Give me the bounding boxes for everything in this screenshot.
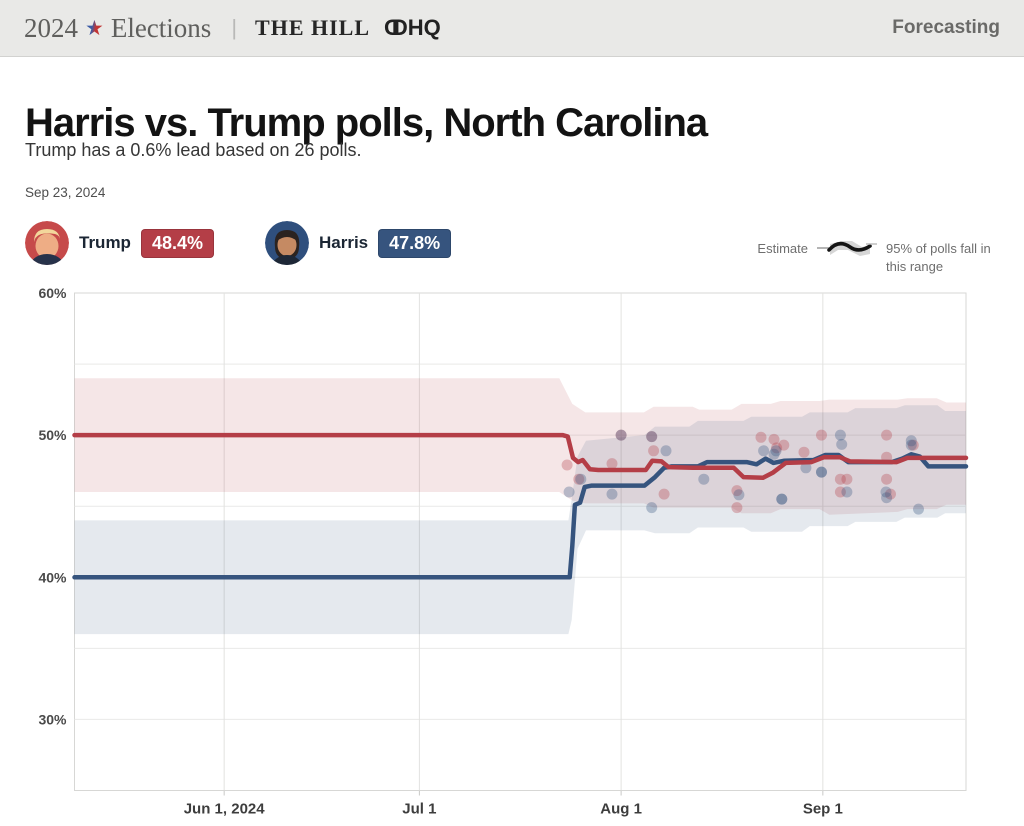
harris-poll-dot [660, 445, 672, 457]
ddhq-d: D [391, 15, 408, 40]
harris-poll-dot [881, 492, 893, 504]
harris-poll-dot [563, 486, 575, 498]
estimate-label: Estimate [757, 241, 808, 256]
candidate-name: Trump [79, 233, 131, 252]
trump-poll-dot [658, 488, 670, 500]
x-tick-label: Jun 1, 2024 [184, 801, 266, 818]
x-tick-label: Jul 1 [402, 801, 436, 818]
harris-value-badge: 47.8% [378, 228, 452, 258]
trump-poll-dot [606, 458, 618, 470]
trump-poll-dot [755, 431, 767, 443]
trump-band [74, 378, 966, 515]
ddhq-hq: HQ [407, 15, 441, 40]
trump-avatar [25, 221, 69, 265]
trump-poll-dot [561, 459, 573, 471]
harris-poll-dot [646, 502, 658, 514]
trump-poll-dot [648, 445, 660, 457]
trump-poll-dot [834, 473, 846, 485]
brand-divider: | [231, 15, 238, 40]
harris-poll-dot [768, 448, 780, 460]
y-tick-label: 50% [38, 427, 67, 443]
harris-poll-dot [913, 503, 924, 515]
trump-poll-dot [841, 473, 853, 485]
trump-poll-dot [573, 473, 585, 485]
brand-year: 2024 [24, 12, 78, 43]
estimate-line-icon [816, 238, 878, 265]
trump-poll-dot [798, 446, 810, 458]
harris-poll-dot [758, 445, 770, 457]
harris-poll-dot [880, 486, 892, 498]
trump-poll-dot [646, 431, 658, 443]
trump-poll-dot [778, 439, 790, 451]
poll-dots[interactable] [561, 429, 924, 515]
top-nav: 2024 ★ Elections | THE HILL D D HQ Forec… [0, 0, 1024, 57]
trump-poll-dot [907, 439, 919, 451]
page-title: Harris vs. Trump polls, North Carolina [25, 100, 708, 145]
harris-poll-dot [836, 438, 848, 450]
trump-line [72, 432, 969, 481]
y-tick-label: 60% [38, 285, 67, 301]
poll-chart[interactable]: 60% 50% 40% 30% Jun 1, 2024 Jul 1 Aug 1 Sep 1 [0, 281, 1024, 826]
harris-poll-dot [905, 435, 917, 447]
trump-poll-dot [885, 488, 896, 500]
harris-poll-dot [606, 488, 618, 500]
trump-poll-dot [768, 433, 780, 445]
harris-poll-dot [816, 466, 827, 478]
ddhq-d-mirrored: D [384, 15, 400, 40]
x-tick-label: Sep 1 [803, 801, 843, 818]
harris-poll-dot [733, 489, 745, 501]
trump-poll-dot [731, 502, 743, 514]
range-label: 95% of polls fall in this range [886, 241, 991, 274]
harris-poll-dot [615, 429, 627, 441]
candidate-name: Harris [319, 233, 369, 252]
legend-candidate-harris: Harris 47.8% [265, 221, 452, 265]
trump-poll-dot [731, 485, 743, 497]
trump-poll-dot [771, 442, 783, 454]
harris-poll-dot [800, 462, 812, 474]
nav-forecasting-link[interactable]: Forecasting [892, 17, 1000, 38]
legend-candidate-trump: Trump 48.4% [25, 221, 214, 265]
poll-chart-container: 60% 50% 40% 30% Jun 1, 2024 Jul 1 Aug 1 Sep 1 [0, 281, 1024, 826]
ddhq-logo[interactable]: D D HQ [384, 15, 441, 41]
plot-area [74, 292, 967, 791]
harris-poll-dot [776, 493, 788, 505]
harris-poll-dot [816, 466, 827, 478]
harris-poll-dot [575, 473, 587, 485]
brand-2024-elections[interactable]: 2024 ★ Elections [24, 13, 211, 44]
harris-poll-dot [841, 486, 853, 498]
y-tick-label: 30% [38, 711, 67, 727]
x-tick-label: Aug 1 [600, 801, 642, 818]
trump-poll-dot [881, 473, 893, 485]
harris-poll-dot [776, 493, 788, 505]
the-hill-logo[interactable]: THE HILL [255, 15, 371, 40]
trump-poll-dot [615, 429, 627, 441]
harris-avatar [265, 221, 309, 265]
harris-poll-dot [770, 445, 782, 457]
subtitle-lead-summary: Trump has a 0.6% lead based on 26 polls. [25, 140, 362, 160]
average-lines[interactable] [72, 432, 969, 580]
as-of-date: Sep 23, 2024 [25, 185, 106, 200]
brand-elections: Elections [110, 12, 212, 43]
harris-poll-dot [646, 431, 658, 443]
harris-poll-dot [834, 429, 846, 441]
trump-poll-dot [881, 429, 893, 441]
harris-poll-dot [905, 439, 917, 451]
y-tick-label: 40% [38, 569, 67, 585]
trump-poll-dot [816, 429, 827, 441]
axis-labels: 60% 50% 40% 30% Jun 1, 2024 Jul 1 Aug 1 Sep 1 [38, 285, 842, 818]
trump-value-badge: 48.4% [140, 228, 214, 258]
harris-poll-dot [698, 473, 710, 485]
star-icon: ★ [85, 15, 104, 40]
gridlines [74, 293, 966, 796]
estimate-legend: Estimate 95% of polls fall in this range [757, 238, 998, 275]
trump-poll-dot [834, 486, 846, 498]
